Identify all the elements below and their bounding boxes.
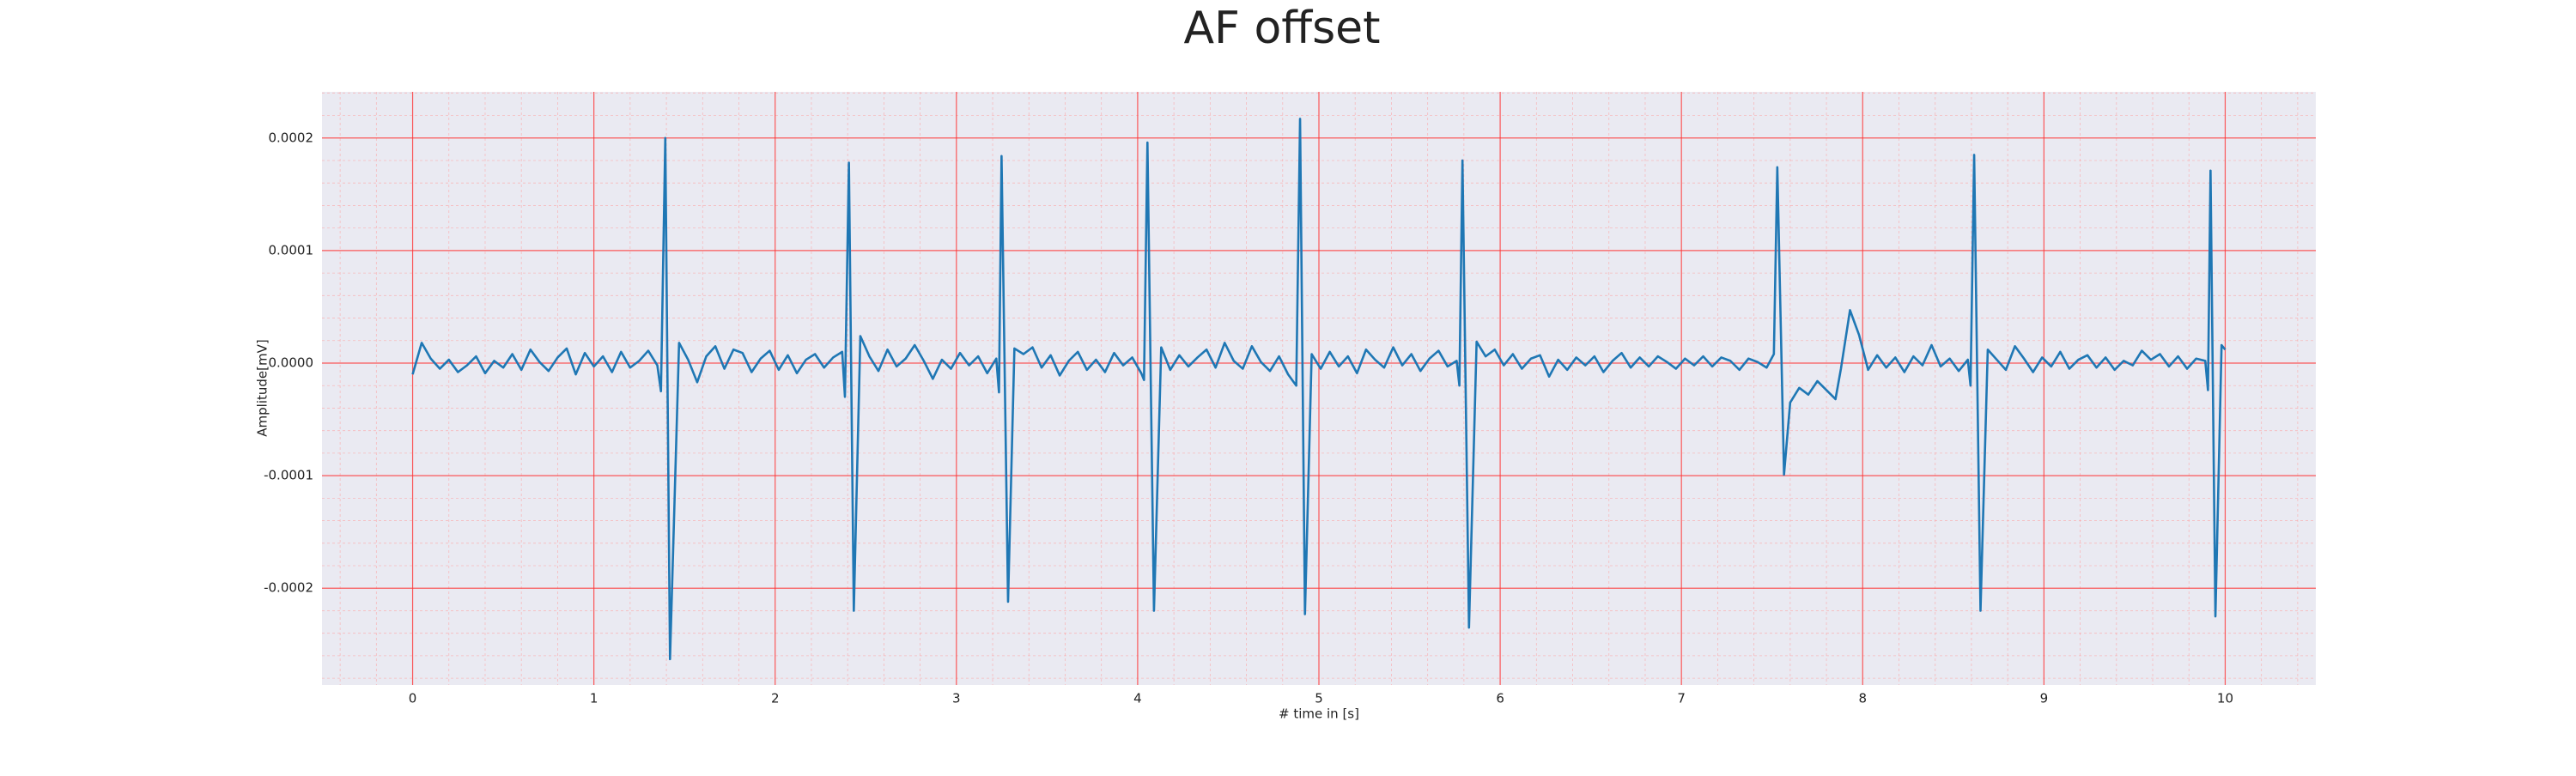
x-tick-label: 7 [1677,691,1686,706]
y-tick-label: 0.0001 [269,242,314,258]
signal-line [411,118,2227,661]
x-tick-label: 9 [2040,691,2049,706]
x-axis-label: # time in [s] [1279,706,1359,722]
x-tick-label: 5 [1315,691,1323,706]
chart-title: AF offset [1183,3,1380,54]
y-tick-label: 0.0000 [269,355,314,370]
x-tick-label: 4 [1133,691,1142,706]
y-tick-label: -0.0002 [264,580,313,596]
x-tick-label: 3 [952,691,961,706]
y-tick-label: -0.0001 [264,468,313,483]
y-tick-label: 0.0002 [269,130,314,145]
y-axis-label: Amplitude[mV] [255,339,270,436]
x-tick-label: 6 [1496,691,1504,706]
x-tick-label: 10 [2217,691,2233,706]
x-tick-label: 8 [1858,691,1867,706]
x-tick-label: 2 [771,691,780,706]
x-tick-label: 1 [590,691,598,706]
x-tick-label: 0 [409,691,417,706]
